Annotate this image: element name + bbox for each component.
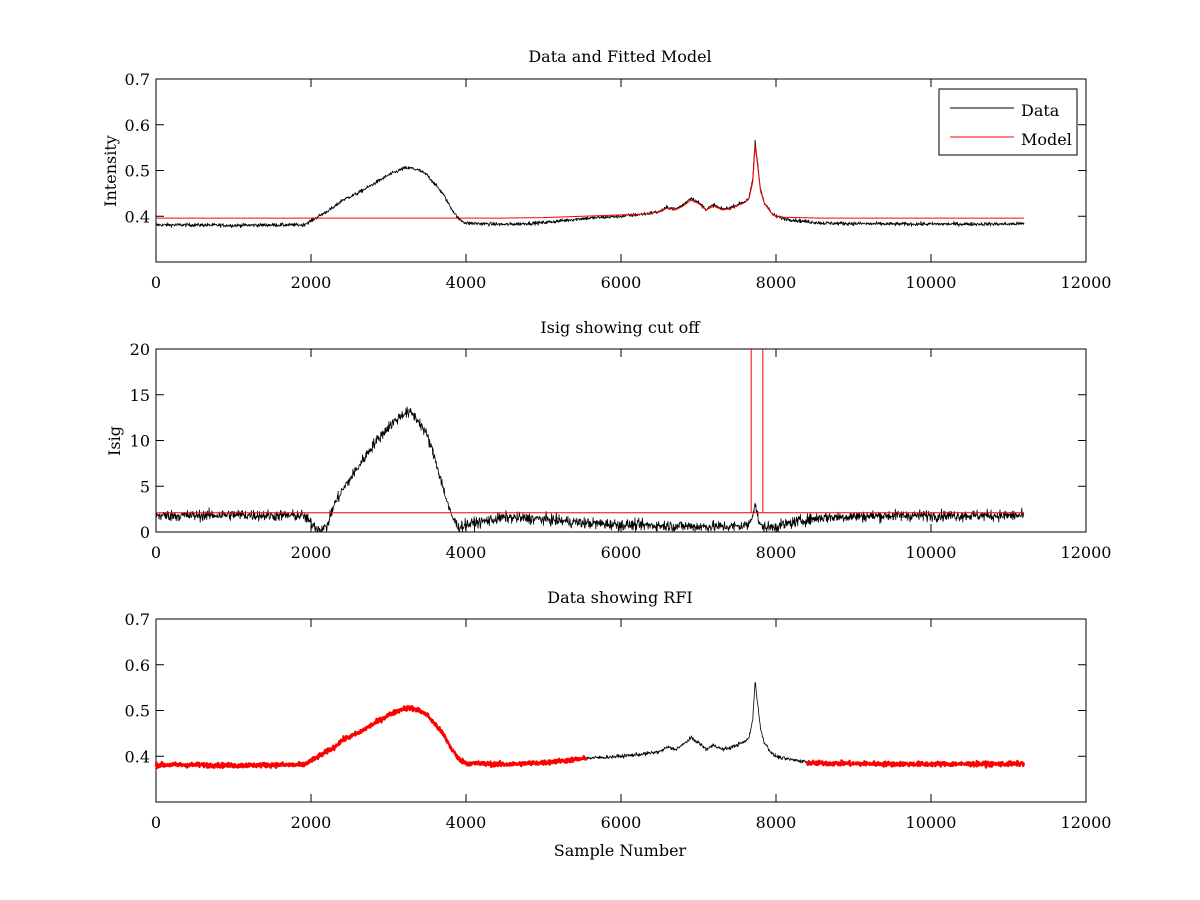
y-tick-label: 20 [130,340,150,359]
axis-ticks [155,348,1087,533]
x-tick-label: 12000 [1061,273,1112,292]
series-line-model [156,145,1024,219]
series-line-0 [155,406,1025,533]
x-tick-label: 4000 [446,813,487,832]
axes-frame [155,78,1087,263]
legend-box [938,88,1078,156]
y-tick-label: 0 [140,523,150,542]
x-tick-label: 4000 [446,543,487,562]
x-tick-label: 10000 [906,543,957,562]
y-tick-label: 0.5 [125,162,150,181]
axes-frame [155,618,1087,803]
x-tick-label: 6000 [601,273,642,292]
x-tick-label: 6000 [601,543,642,562]
y-tick-label: 5 [140,477,150,496]
series-line-1 [156,349,1024,514]
x-tick-label: 0 [151,813,161,832]
subplot-title: Isig showing cut off [540,318,701,337]
subplot-data-showing-rfi: Data showing RFI 0 2000 4000 6000 8000 10000 1… [125,588,1112,860]
y-tick-label: 0.7 [125,610,150,629]
series-line-data [155,139,1025,229]
axes-frame [155,348,1087,533]
axis-tick-labels: 0 2000 4000 6000 8000 10000 12000 0.4 0.5 0.6 0.7 [125,70,1112,292]
x-axis-label: Sample Number [554,841,687,860]
series-layer [155,349,1025,533]
x-tick-label: 2000 [291,543,332,562]
y-tick-label: 0.6 [125,656,150,675]
series-layer [155,139,1025,229]
y-tick-label: 0.6 [125,116,150,135]
subplot-title: Data showing RFI [547,588,692,607]
y-tick-label: 0.5 [125,702,150,721]
subplot-isig-showing-cut-off: Isig showing cut off 0 2000 4000 6000 8000 10… [105,318,1111,562]
x-tick-label: 8000 [756,813,797,832]
x-tick-label: 12000 [1061,813,1112,832]
x-tick-label: 12000 [1061,543,1112,562]
y-tick-label: 10 [130,432,150,451]
y-tick-label: 0.7 [125,70,150,89]
subplot-title: Data and Fitted Model [528,47,711,66]
x-tick-label: 8000 [756,543,797,562]
x-tick-label: 4000 [446,273,487,292]
y-axis-label: Intensity [101,135,120,207]
y-tick-label: 15 [130,386,150,405]
subplot-data-and-fitted-model: Data and Fitted Model 0 2000 4000 6000 8000 1… [101,47,1111,292]
x-tick-label: 10000 [906,813,957,832]
x-tick-label: 0 [151,273,161,292]
axis-ticks [155,618,1087,802]
axis-tick-labels: 0 2000 4000 6000 8000 10000 12000 0.4 0.5 0.6 0.7 [125,610,1112,832]
series-line-1 [154,705,588,770]
axis-ticks [155,78,1087,262]
legend: Data Model [938,88,1078,156]
y-axis-label: Isig [105,426,124,456]
series-layer [154,682,1026,770]
series-line-2 [805,759,1026,769]
x-tick-label: 6000 [601,813,642,832]
x-tick-label: 10000 [906,273,957,292]
y-tick-label: 0.4 [125,207,150,226]
legend-label-model: Model [1021,130,1072,149]
x-tick-label: 0 [151,543,161,562]
x-tick-label: 2000 [291,273,332,292]
legend-label-data: Data [1021,101,1060,120]
y-tick-label: 0.4 [125,747,150,766]
x-tick-label: 8000 [756,273,797,292]
x-tick-label: 2000 [291,813,332,832]
axis-tick-labels: 0 2000 4000 6000 8000 10000 12000 0 5 10 15 20 [130,340,1112,562]
